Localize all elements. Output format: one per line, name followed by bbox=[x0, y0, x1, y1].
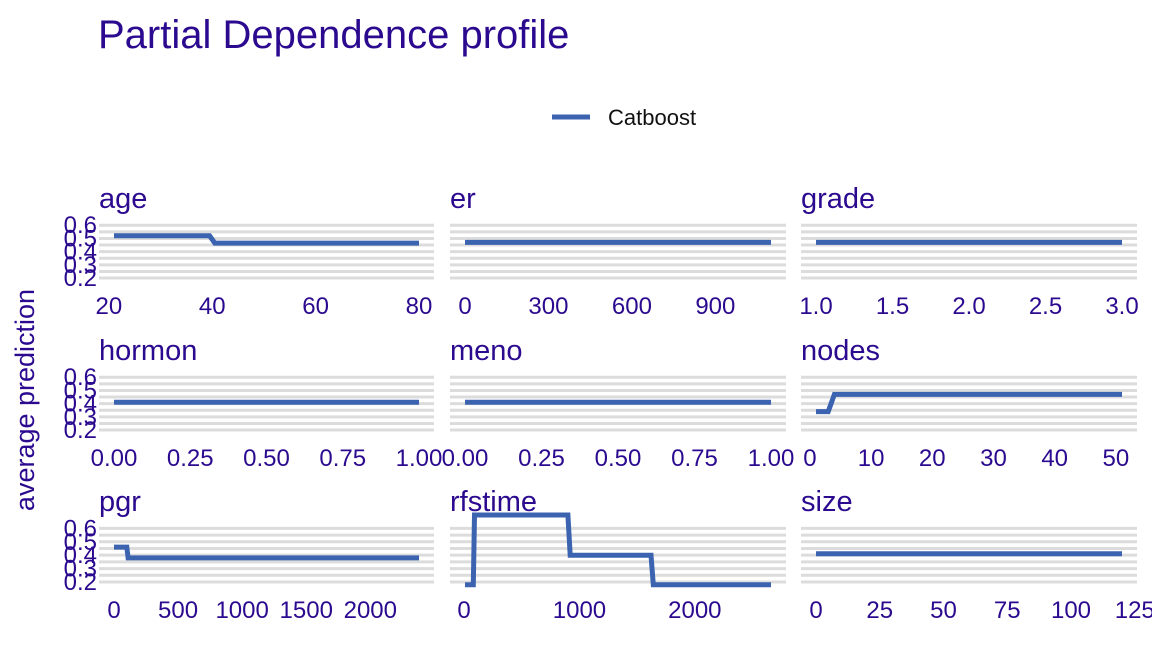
series-line-rfstime bbox=[465, 512, 771, 588]
series-line-nodes bbox=[816, 391, 1122, 415]
legend: Catboost bbox=[552, 105, 696, 130]
panel-title-nodes: nodes bbox=[801, 335, 880, 367]
panel-title-hormon: hormon bbox=[99, 335, 197, 367]
y-tick-label: 0.3 bbox=[64, 404, 97, 431]
x-tick-label-pgr: 1000 bbox=[215, 597, 268, 624]
x-tick-label-size: 25 bbox=[866, 597, 893, 624]
x-tick-label-er: 600 bbox=[612, 293, 652, 320]
panel-title-age: age bbox=[99, 183, 147, 215]
x-tick-label-age: 80 bbox=[406, 293, 433, 320]
y-tick-label: 0.2 bbox=[64, 569, 97, 596]
y-tick-label: 0.5 bbox=[64, 377, 97, 404]
y-tick-label: 0.5 bbox=[64, 225, 97, 252]
x-tick-label-size: 100 bbox=[1051, 597, 1091, 624]
x-tick-label-nodes: 40 bbox=[1041, 445, 1068, 472]
x-tick-label-pgr: 500 bbox=[158, 597, 198, 624]
y-tick-label: 0.4 bbox=[64, 542, 97, 569]
x-tick-label-er: 900 bbox=[695, 293, 735, 320]
y-tick-label: 0.6 bbox=[64, 364, 97, 391]
y-tick-label: 0.2 bbox=[64, 265, 97, 292]
y-tick-label: 0.5 bbox=[64, 529, 97, 556]
panel-title-meno: meno bbox=[450, 335, 523, 367]
panel-nodes: nodes 0 10 20 30 40 50 bbox=[801, 335, 1137, 472]
panel-hormon: hormon 0.20.30.40.50.6 0.00 0.25 0.50 0.75 1.0… bbox=[64, 335, 443, 472]
x-tick-label-er: 0 bbox=[458, 293, 471, 320]
x-tick-label-pgr: 2000 bbox=[344, 597, 397, 624]
y-tick-label: 0.6 bbox=[64, 212, 97, 239]
x-tick-label-meno: 1.00 bbox=[748, 445, 795, 472]
x-tick-label-grade: 2.5 bbox=[1029, 293, 1062, 320]
x-tick-label-nodes: 50 bbox=[1103, 445, 1130, 472]
y-tick-label: 0.6 bbox=[64, 515, 97, 542]
x-tick-label-hormon: 0.25 bbox=[167, 445, 214, 472]
x-tick-label-meno: 0.75 bbox=[671, 445, 718, 472]
x-tick-label-rfstime: 0 bbox=[457, 597, 470, 624]
x-tick-label-hormon: 0.75 bbox=[319, 445, 366, 472]
legend-label-catboost: Catboost bbox=[608, 105, 696, 130]
panel-er: er 0 300 600 900 bbox=[450, 183, 786, 320]
panel-size: size 0 25 50 75 100 125 bbox=[801, 486, 1152, 624]
panel-title-pgr: pgr bbox=[99, 486, 141, 518]
series-line-pgr bbox=[114, 544, 419, 561]
panel-title-size: size bbox=[801, 486, 853, 518]
x-tick-label-age: 20 bbox=[95, 293, 122, 320]
y-tick-label: 0.4 bbox=[64, 239, 97, 266]
x-tick-label-hormon: 0.00 bbox=[91, 445, 138, 472]
y-tick-label: 0.2 bbox=[64, 417, 97, 444]
x-tick-label-grade: 2.0 bbox=[952, 293, 985, 320]
x-tick-label-grade: 3.0 bbox=[1105, 293, 1138, 320]
panel-pgr: pgr 0.20.30.40.50.6 0 500 1000 1500 2000 bbox=[64, 486, 434, 624]
x-tick-label-nodes: 30 bbox=[980, 445, 1007, 472]
panel-title-er: er bbox=[450, 183, 476, 215]
x-tick-label-meno: 0.25 bbox=[518, 445, 565, 472]
y-axis-label: average prediction bbox=[10, 289, 40, 511]
x-tick-label-meno: 0.50 bbox=[595, 445, 642, 472]
x-tick-label-hormon: 0.50 bbox=[243, 445, 290, 472]
x-tick-label-pgr: 1500 bbox=[280, 597, 333, 624]
panel-grade: grade 1.0 1.5 2.0 2.5 3.0 bbox=[799, 183, 1138, 320]
x-tick-label-pgr: 0 bbox=[107, 597, 120, 624]
x-tick-label-grade: 1.0 bbox=[799, 293, 832, 320]
x-tick-label-size: 75 bbox=[994, 597, 1021, 624]
x-tick-label-rfstime: 1000 bbox=[553, 597, 606, 624]
x-tick-label-nodes: 10 bbox=[858, 445, 885, 472]
y-tick-label: 0.4 bbox=[64, 391, 97, 418]
x-tick-label-grade: 1.5 bbox=[876, 293, 909, 320]
chart-title: Partial Dependence profile bbox=[98, 13, 569, 57]
y-tick-label: 0.3 bbox=[64, 556, 97, 583]
x-tick-label-hormon: 1.00 bbox=[396, 445, 443, 472]
panel-title-grade: grade bbox=[801, 183, 875, 215]
x-tick-label-nodes: 20 bbox=[919, 445, 946, 472]
x-tick-label-rfstime: 2000 bbox=[668, 597, 721, 624]
x-tick-label-er: 300 bbox=[528, 293, 568, 320]
series-line-age bbox=[114, 233, 419, 246]
panel-age: age 0.20.30.40.50.6 20 40 60 80 bbox=[64, 183, 434, 320]
x-tick-label-size: 50 bbox=[930, 597, 957, 624]
x-tick-label-nodes: 0 bbox=[803, 445, 816, 472]
x-tick-label-age: 40 bbox=[199, 293, 226, 320]
x-tick-label-size: 0 bbox=[809, 597, 822, 624]
x-tick-label-meno: 0.00 bbox=[442, 445, 489, 472]
x-tick-label-size: 125 bbox=[1115, 597, 1152, 624]
x-tick-label-age: 60 bbox=[302, 293, 329, 320]
y-tick-label: 0.3 bbox=[64, 252, 97, 279]
panel-meno: meno 0.00 0.25 0.50 0.75 1.00 bbox=[442, 335, 795, 472]
